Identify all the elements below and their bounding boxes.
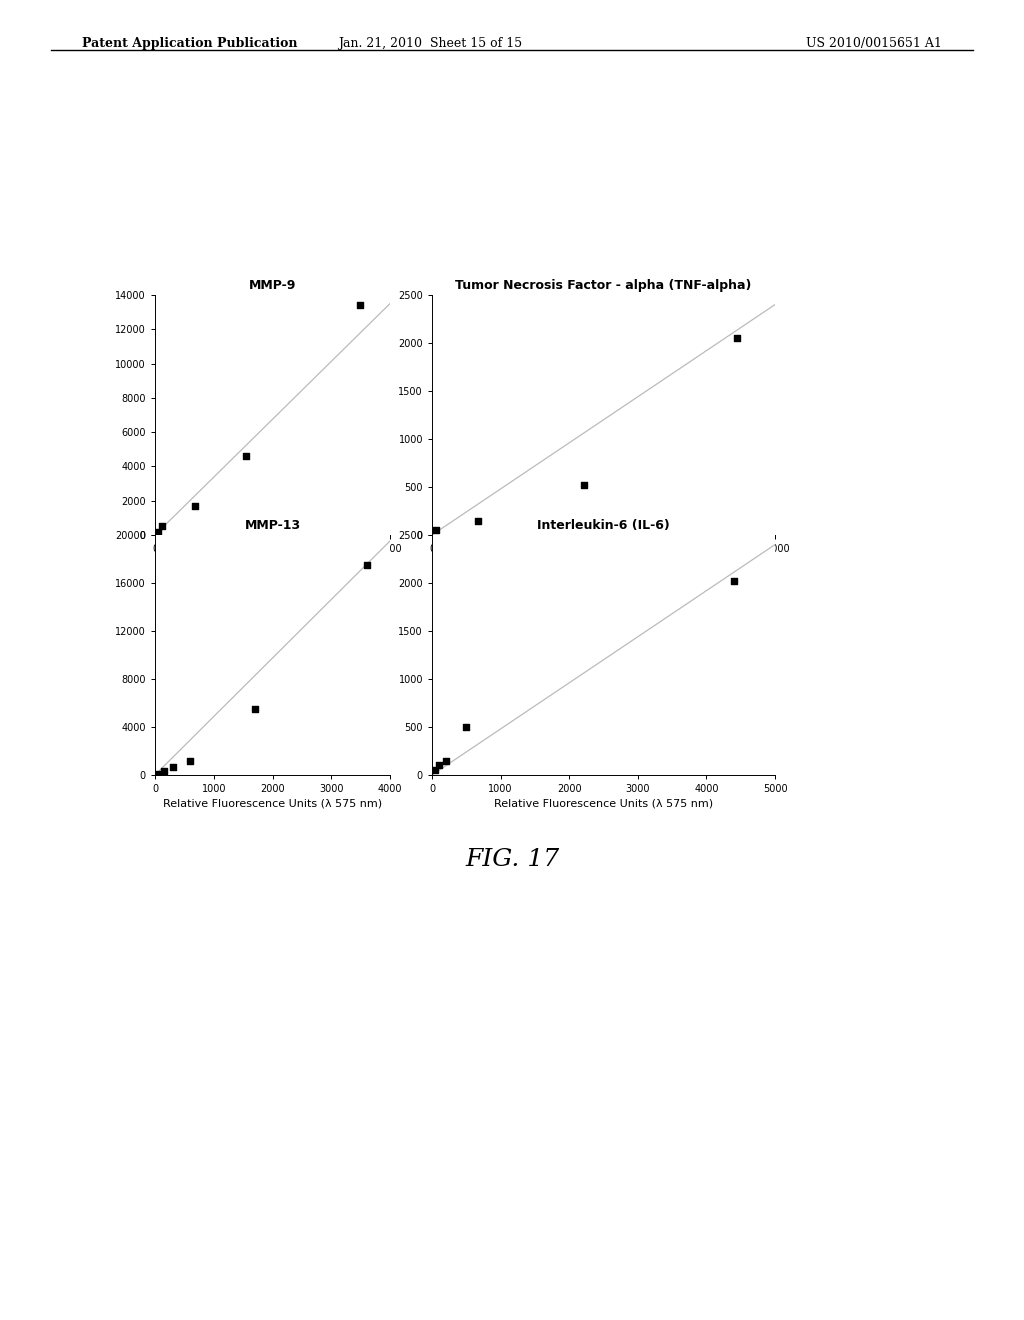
Point: [182, 750, 199, 771]
Point: [470, 510, 486, 531]
Title: Interleukin-6 (IL-6): Interleukin-6 (IL-6): [538, 520, 670, 532]
Title: MMP-9: MMP-9: [249, 280, 296, 293]
Title: MMP-13: MMP-13: [245, 520, 301, 532]
Point: [247, 698, 263, 719]
Point: [156, 760, 172, 781]
Point: [187, 495, 204, 516]
Point: [154, 516, 170, 537]
Text: Patent Application Publication: Patent Application Publication: [82, 37, 297, 50]
Point: [431, 755, 447, 776]
Point: [148, 524, 165, 545]
Point: [729, 327, 745, 348]
X-axis label: Relative Fluorescence Units (λ 575 nm): Relative Fluorescence Units (λ 575 nm): [163, 558, 382, 568]
X-axis label: Relative Fluorescence Units (λ 575 nm): Relative Fluorescence Units (λ 575 nm): [163, 799, 382, 808]
Point: [428, 520, 444, 541]
Point: [437, 750, 454, 771]
Text: FIG. 17: FIG. 17: [465, 849, 559, 871]
Point: [577, 474, 593, 495]
Title: Tumor Necrosis Factor - alpha (TNF-alpha): Tumor Necrosis Factor - alpha (TNF-alpha…: [456, 280, 752, 293]
Point: [427, 759, 443, 780]
Point: [458, 717, 474, 738]
X-axis label: Relative Fluorescence Units (λ 575 nm): Relative Fluorescence Units (λ 575 nm): [494, 799, 713, 808]
Point: [238, 446, 254, 467]
Text: Jan. 21, 2010  Sheet 15 of 15: Jan. 21, 2010 Sheet 15 of 15: [338, 37, 522, 50]
Point: [151, 521, 167, 543]
Point: [726, 570, 742, 591]
Text: US 2010/0015651 A1: US 2010/0015651 A1: [806, 37, 942, 50]
X-axis label: Relative Fluorescence Units (λ 575 nm): Relative Fluorescence Units (λ 575 nm): [494, 558, 713, 568]
Point: [150, 763, 166, 784]
Point: [351, 294, 368, 315]
Point: [358, 554, 375, 576]
Point: [165, 756, 181, 777]
